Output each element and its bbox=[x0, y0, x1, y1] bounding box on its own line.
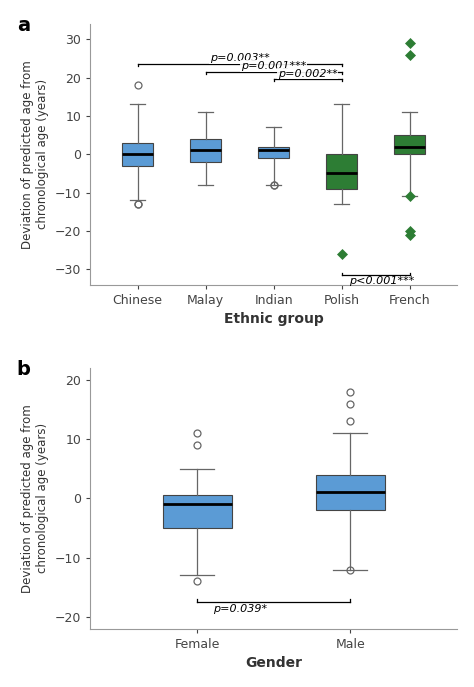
PathPatch shape bbox=[394, 135, 425, 154]
Y-axis label: Deviation of predicted age from
chronological age (years): Deviation of predicted age from chronolo… bbox=[21, 60, 49, 249]
Text: a: a bbox=[17, 16, 30, 35]
Text: p=0.002**: p=0.002** bbox=[278, 69, 337, 79]
PathPatch shape bbox=[163, 495, 232, 528]
X-axis label: Gender: Gender bbox=[245, 656, 302, 671]
PathPatch shape bbox=[258, 146, 289, 158]
X-axis label: Ethnic group: Ethnic group bbox=[224, 312, 324, 326]
PathPatch shape bbox=[122, 143, 153, 166]
PathPatch shape bbox=[316, 475, 385, 510]
Text: p<0.001***: p<0.001*** bbox=[348, 276, 414, 286]
PathPatch shape bbox=[327, 154, 357, 189]
Text: p=0.039*: p=0.039* bbox=[212, 604, 267, 614]
Text: b: b bbox=[17, 360, 30, 379]
PathPatch shape bbox=[191, 139, 221, 162]
Text: p=0.001***: p=0.001*** bbox=[241, 61, 306, 71]
Text: p=0.003**: p=0.003** bbox=[210, 54, 270, 63]
Y-axis label: Deviation of predicted age from
chronological age (years): Deviation of predicted age from chronolo… bbox=[21, 404, 49, 593]
